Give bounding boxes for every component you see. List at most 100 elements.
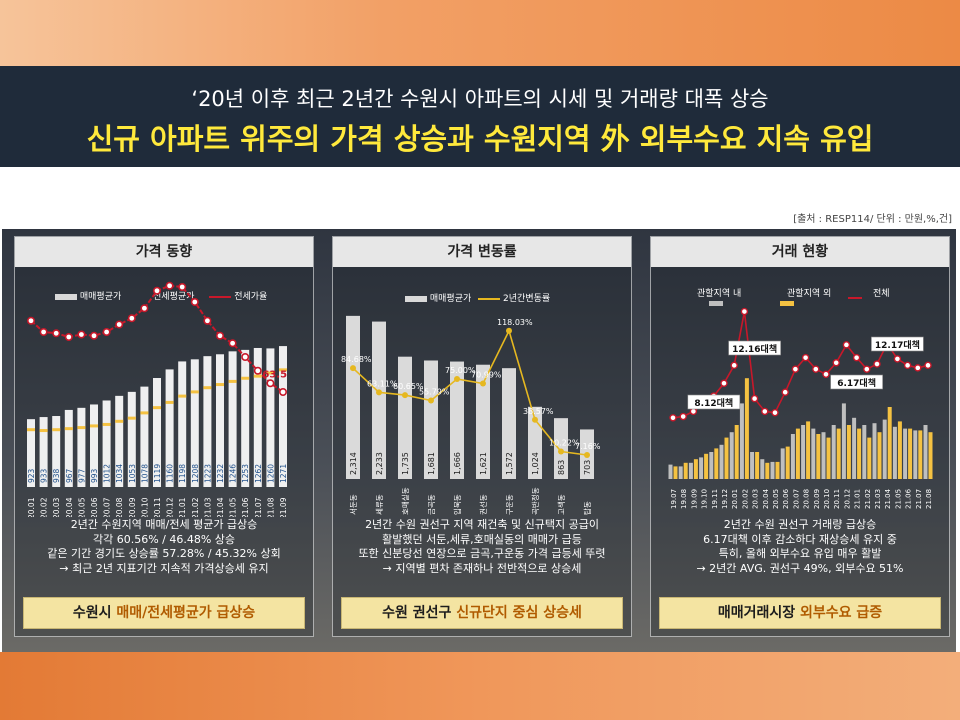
jeonse-price-mark <box>39 429 48 433</box>
policy-annotation-label: 12.16대책 <box>732 343 777 355</box>
x-tick-label: 19.07 <box>670 489 678 509</box>
total-point <box>791 365 800 373</box>
change-rate-label: 75.00% <box>445 366 476 375</box>
inside-region-bar <box>801 425 806 479</box>
jeonse-price-mark <box>140 411 149 415</box>
change-rate-label: 60.65% <box>393 382 424 391</box>
inside-region-bar <box>903 428 908 479</box>
x-tick-label: 20.09 <box>128 497 137 517</box>
jeonse-ratio-point <box>228 339 237 348</box>
x-tick-label: 20.12 <box>843 489 851 509</box>
legend-label: 전세가율 <box>234 292 268 302</box>
x-tick-label: 금곡동 <box>427 494 436 515</box>
change-rate-point <box>480 380 486 387</box>
x-tick-label: 20.01 <box>731 489 739 509</box>
change-rate-point <box>350 365 356 372</box>
total-point <box>679 412 687 421</box>
legend-swatch-outside <box>780 301 794 306</box>
jeonse-price-mark <box>77 426 86 430</box>
total-point <box>852 353 861 362</box>
jeonse-ratio-point <box>115 320 124 329</box>
x-tick-label: 20.01 <box>27 497 36 517</box>
panel-transactions: 거래 현황 관할지역 내 관할지역 외 전체 19.07 19.08 19.09 19… <box>650 236 950 637</box>
banner-highlight: 매매/전세평균가 급상승 <box>116 605 256 621</box>
x-tick-label: 권선동 <box>479 494 488 515</box>
sale-price-bar <box>102 400 111 487</box>
banner-text: 수원 권선구 <box>382 605 457 621</box>
total-point <box>822 370 830 378</box>
sale-price-bar <box>203 356 212 487</box>
sale-price-bar <box>450 361 464 479</box>
change-rate-point <box>402 392 408 399</box>
description-line: → 2년간 AVG. 권선구 49%, 외부수요 51% <box>696 561 904 575</box>
legend-swatch-sale <box>405 295 427 302</box>
panel-summary-banner: 매매거래시장 외부수요 급증 <box>659 597 941 629</box>
total-point <box>914 364 922 372</box>
source-note: [출처 : RESP114/ 단위 : 만원,%,건] <box>793 214 952 225</box>
header-subtitle: ‘20년 이후 최근 2년간 수원시 아파트의 시세 및 거래량 대폭 상승 <box>191 87 769 111</box>
sale-price-bar <box>178 361 187 487</box>
jeonse-ratio-point <box>102 327 111 336</box>
inside-region-bar <box>923 425 928 479</box>
bar-value-label: 703 <box>583 460 592 475</box>
x-tick-label: 19.09 <box>690 489 698 509</box>
total-point <box>863 365 871 373</box>
sale-price-bar <box>52 416 61 487</box>
sale-value-label: 933 <box>40 468 49 483</box>
banner-text: 수원시 <box>72 605 117 621</box>
jeonse-ratio-point <box>127 314 136 323</box>
legend-label: 관할지역 내 <box>697 289 742 299</box>
sale-price-bar <box>64 409 73 487</box>
jeonse-ratio-point <box>52 329 61 338</box>
policy-annotation-label: 6.17대책 <box>837 377 876 389</box>
jeonse-price-mark <box>64 427 73 431</box>
bar-value-label: 1,572 <box>505 452 514 475</box>
sale-price-bar <box>279 346 287 487</box>
sale-value-label: 1232 <box>216 464 225 483</box>
x-tick-label: 20.12 <box>166 497 175 517</box>
inside-region-bar <box>699 457 704 479</box>
change-rate-label: 63.11% <box>367 379 398 388</box>
x-tick-label: 20.11 <box>153 497 162 517</box>
background-bottom <box>0 652 960 720</box>
legend-label: 2년간변동률 <box>503 294 551 304</box>
x-tick-label: 19.10 <box>701 489 709 509</box>
change-rate-point <box>454 376 460 382</box>
jeonse-price-mark <box>165 400 174 404</box>
description-line: 2년간 수원지역 매매/전세 평균가 급상승 <box>70 518 258 531</box>
x-tick-label: 21.05 <box>229 497 238 517</box>
sale-value-label: 1260 <box>266 464 275 483</box>
outside-region-bar <box>724 437 729 479</box>
legend-label: 매매평균가 <box>79 292 122 302</box>
jeonse-price-mark <box>190 390 199 394</box>
change-rate-point <box>584 451 590 458</box>
jeonse-ratio-point <box>90 331 99 340</box>
jeonse-price-mark <box>115 419 124 423</box>
outside-region-bar <box>836 428 841 479</box>
chart-price-trend: 923 20.01 933 20.02 938 20.03 967 20.04 977 20.05… <box>27 281 288 517</box>
jeonse-price-mark <box>241 376 250 380</box>
x-tick-label: 21.02 <box>864 489 872 509</box>
x-tick-label: 21.08 <box>266 497 275 517</box>
sale-price-bar <box>398 356 412 479</box>
total-point <box>730 361 738 370</box>
sale-price-bar <box>153 378 161 487</box>
policy-annotation-label: 12.17대책 <box>875 339 920 351</box>
inside-region-bar <box>688 462 693 479</box>
legend-label: 전세평균가 <box>153 292 195 302</box>
jeonse-ratio-point <box>77 330 86 339</box>
total-point <box>832 359 840 367</box>
inside-region-bar <box>913 430 918 479</box>
total-point <box>669 414 677 422</box>
total-point <box>761 407 769 416</box>
jeonse-ratio-point <box>266 379 275 388</box>
legend-label: 매매평균가 <box>429 294 472 304</box>
change-rate-label: 70.99% <box>471 370 502 379</box>
jeonse-ratio-point <box>190 297 199 306</box>
panel-price-change: 가격 변동률 매매평균가 2년간변동률 2,314 서둔동 2,233 세류동 1,73… <box>332 236 632 637</box>
jeonse-price-mark <box>228 379 237 383</box>
x-tick-label: 20.10 <box>823 489 831 509</box>
policy-annotation-box <box>728 340 781 356</box>
x-tick-label: 21.01 <box>178 497 187 517</box>
inside-region-bar <box>709 452 714 479</box>
